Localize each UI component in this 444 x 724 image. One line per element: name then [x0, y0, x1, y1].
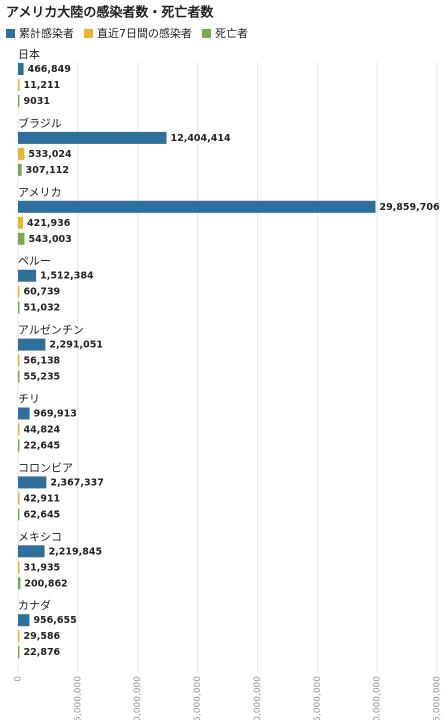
- legend-label: 死亡者: [215, 26, 248, 40]
- legend-label: 累計感染者: [19, 26, 74, 40]
- value-label: 1,512,384: [40, 271, 94, 282]
- value-label: 60,739: [24, 287, 61, 298]
- value-label: 29,859,706: [379, 202, 439, 213]
- value-label: 2,291,051: [49, 340, 103, 351]
- bar: [18, 163, 22, 176]
- value-label: 533,024: [28, 149, 72, 160]
- bar: [18, 131, 167, 144]
- value-label: 11,211: [24, 80, 61, 91]
- bar: [18, 232, 25, 245]
- value-label: 466,849: [28, 64, 71, 75]
- x-tick-label: 35,000,000: [433, 676, 443, 720]
- x-tick-label: 25,000,000: [313, 676, 323, 720]
- bar: [18, 301, 20, 314]
- bar: [18, 423, 20, 436]
- bar: [18, 508, 20, 521]
- category-label: ブラジル: [18, 116, 62, 130]
- bar: [18, 545, 45, 558]
- legend-swatch: [6, 29, 15, 38]
- legend-swatch: [84, 29, 93, 38]
- bar: [18, 79, 20, 91]
- value-label: 42,911: [24, 493, 61, 504]
- bar: [18, 577, 21, 590]
- value-label: 9031: [24, 96, 50, 107]
- x-tick-label: 0: [14, 676, 24, 682]
- bar: [18, 561, 20, 574]
- x-tick-label: 10,000,000: [133, 676, 143, 720]
- x-tick-label: 5,000,000: [73, 676, 83, 720]
- legend-swatch: [202, 29, 211, 38]
- bar: [18, 439, 20, 452]
- category-label: 日本: [18, 47, 40, 61]
- value-label: 56,138: [24, 356, 61, 367]
- x-tick-label: 15,000,000: [193, 676, 203, 720]
- value-label: 29,586: [24, 631, 61, 642]
- x-tick-label: 20,000,000: [253, 676, 263, 720]
- bar: [18, 614, 30, 627]
- value-label: 307,112: [26, 165, 69, 176]
- value-label: 55,235: [24, 372, 61, 383]
- bar: [18, 63, 24, 75]
- value-label: 22,876: [24, 647, 61, 658]
- value-label: 62,645: [24, 509, 61, 520]
- value-label: 421,936: [27, 218, 71, 229]
- category-label: ペルー: [18, 255, 51, 268]
- bar: [18, 476, 47, 489]
- category-label: カナダ: [18, 598, 51, 612]
- bar: [18, 200, 376, 213]
- bar: [18, 338, 46, 351]
- bar: [18, 630, 20, 643]
- bar: [18, 216, 24, 229]
- value-label: 51,032: [24, 303, 61, 314]
- value-label: 956,655: [33, 615, 76, 626]
- value-label: 200,862: [24, 578, 67, 589]
- bar: [18, 407, 30, 420]
- category-label: アルゼンチン: [18, 324, 84, 337]
- value-label: 2,367,337: [50, 477, 104, 488]
- value-label: 969,913: [34, 409, 77, 420]
- category-label: メキシコ: [18, 530, 62, 543]
- bar: [18, 492, 20, 505]
- bar: [18, 147, 25, 160]
- bar: [18, 646, 20, 659]
- value-label: 22,645: [24, 441, 61, 452]
- category-label: コロンビア: [18, 461, 73, 474]
- value-label: 543,003: [29, 234, 72, 245]
- chart-title: アメリカ大陸の感染者数・死亡者数: [6, 5, 214, 21]
- bar: [18, 370, 20, 383]
- value-label: 12,404,414: [170, 133, 230, 144]
- value-label: 31,935: [24, 562, 61, 573]
- x-tick-label: 30,000,000: [373, 676, 383, 720]
- value-label: 2,219,845: [49, 546, 103, 557]
- bar: [18, 95, 20, 107]
- value-label: 44,824: [24, 425, 61, 436]
- legend-label: 直近7日間の感染者: [97, 26, 192, 40]
- bar: [18, 285, 20, 298]
- category-label: チリ: [18, 393, 40, 406]
- bar: [18, 354, 20, 367]
- category-label: アメリカ: [18, 186, 61, 199]
- bar: [18, 269, 37, 282]
